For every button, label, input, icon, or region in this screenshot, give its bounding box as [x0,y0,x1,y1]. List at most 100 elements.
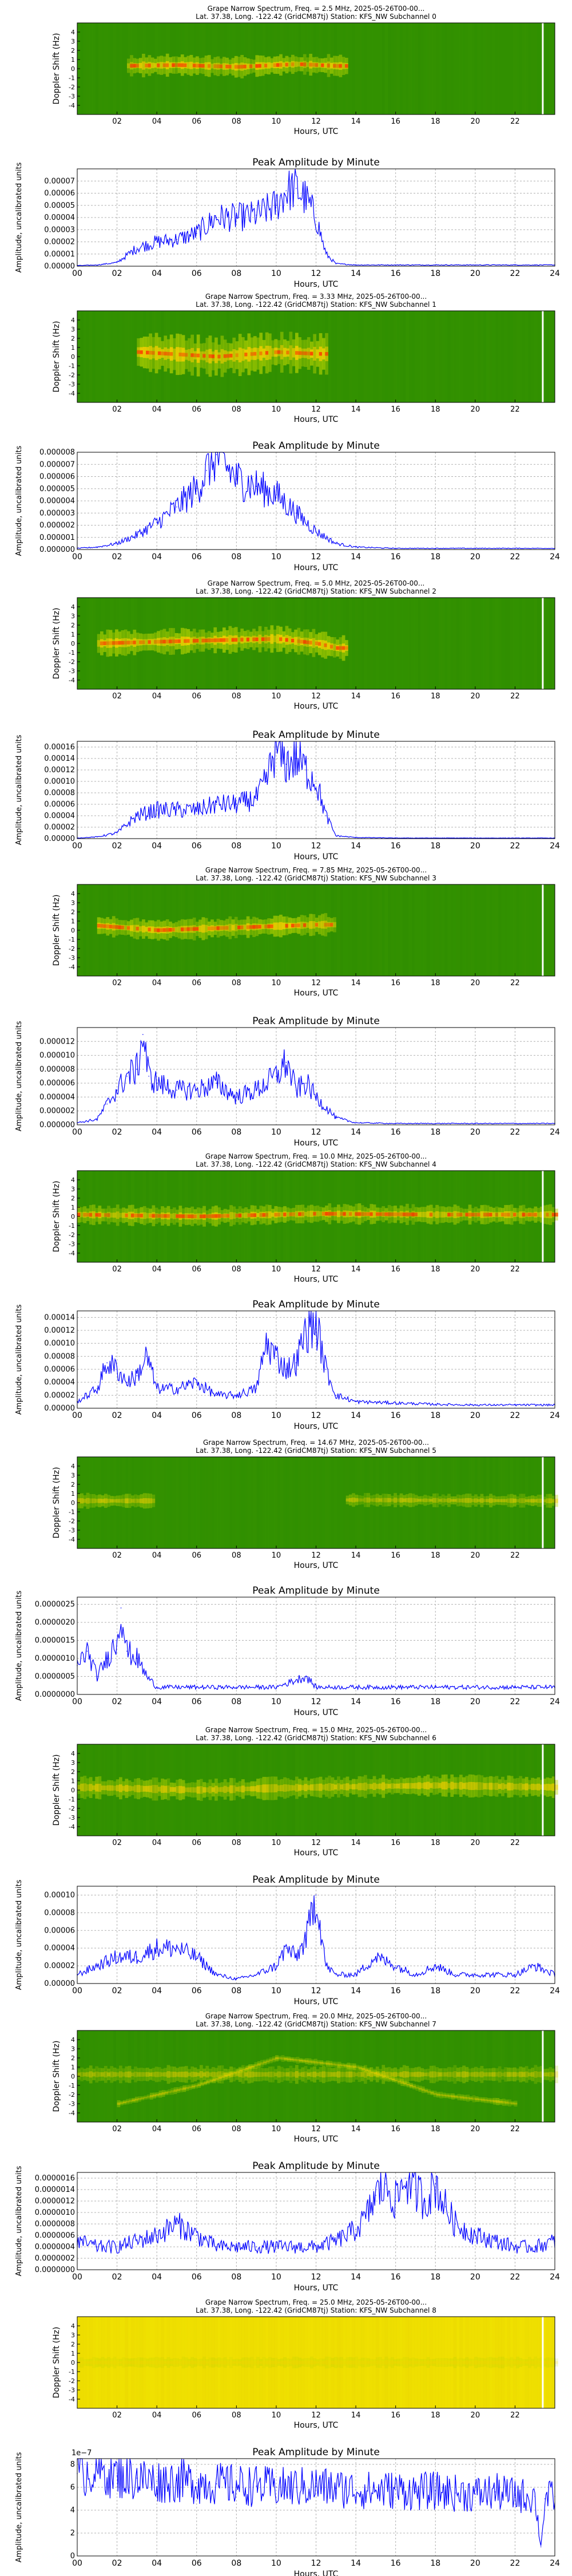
spectrogram-noise [456,2030,460,2122]
spectrogram-band-core [202,2360,206,2365]
spectrogram-band-core [237,637,241,643]
spectrogram-band [165,2090,168,2095]
amplitude-data-point [395,837,396,839]
x-tick-label: 22 [510,1128,521,1137]
spectrogram-noise [364,598,367,689]
spectrogram-band [501,2069,505,2080]
amplitude-data-point [156,1947,157,1949]
spectrogram-noise [504,2030,507,2122]
spectrogram-band [372,2068,376,2080]
spectrogram-noise [370,884,374,976]
spectrogram-noise [101,2317,105,2408]
spectrogram-noise [522,884,526,976]
spectrogram-noise [113,1744,117,1836]
spectrogram-band-core [225,637,229,644]
spectrogram-band-core [98,2072,102,2077]
spectrogram-band [292,2356,296,2369]
spectrogram-band [371,2070,374,2075]
spectrogram-band [80,1776,84,1798]
spectrogram-band-peak [181,1214,185,1218]
spectrogram-noise [86,23,90,114]
spectrogram-noise [152,1744,156,1836]
spectrogram-band-core [355,2360,359,2365]
spectrogram-noise [501,1744,505,1836]
spectrogram-band-core [100,923,104,929]
spectrogram-band [360,2068,364,2081]
spectrogram-band [321,2065,325,2084]
spectrogram-noise [352,23,355,114]
spectrogram-panel: Grape Narrow Spectrum, Freq. = 14.67 MHz… [52,1439,558,1570]
spectrogram-band-peak [109,641,113,645]
amplitude-data-point [494,2241,496,2242]
spectrogram-band [408,1777,412,1795]
spectrogram-band [435,2067,439,2082]
spectrogram-band-core [134,1498,137,1503]
spectrogram-band-core [319,2361,323,2364]
spectrogram-noise [130,311,134,402]
y-axis-label: Amplitude, uncalibrated units [15,1021,23,1131]
spectrogram-band [388,2076,392,2081]
spectrogram-noise [193,1744,197,1836]
spectrogram-band [286,1207,290,1222]
spectrogram-band-core [481,2099,484,2101]
spectrogram-band-peak [319,352,323,356]
spectrogram-band-core [290,2059,293,2061]
x-tick-label: 12 [311,1551,321,1560]
spectrogram-band-core [390,1783,394,1789]
spectrogram-band-core [169,1214,173,1219]
spectrogram-band-core [333,1211,337,1216]
spectrogram-noise [492,598,496,689]
spectrogram-noise [456,311,460,402]
spectrogram-band [219,2075,222,2081]
spectrogram-noise [462,1457,466,1548]
spectrogram-band-core [447,1498,451,1503]
spectrogram-noise [477,311,481,402]
spectrogram-band-core [420,2361,424,2364]
spectrogram-band-core [92,2360,96,2365]
spectrogram-band [384,1779,388,1794]
spectrogram-band [238,1781,242,1797]
spectrogram-band [239,2068,243,2073]
spectrogram-noise [406,1171,409,1262]
spectrogram-band [295,1204,299,1224]
spectrogram-band-core [140,1785,144,1792]
spectrogram-band [157,2357,161,2368]
spectrogram-band-core [543,1784,546,1791]
x-tick-label: 20 [471,1839,480,1847]
spectrogram-band-core [356,2066,359,2068]
spectrogram-band-core [77,2072,81,2076]
spectrogram-band-core [228,923,232,932]
spectrogram-band-core [438,1783,442,1788]
spectrogram-noise [480,884,484,976]
amplitude-data-point [395,1965,396,1966]
spectrogram-band-core [280,2361,284,2364]
x-tick-label: 22 [510,1265,520,1274]
spectrogram-band-core [95,1784,99,1792]
spectrogram-noise [188,2030,191,2122]
spectrogram-noise [152,2317,156,2408]
spectrogram-noise [321,2317,325,2408]
spectrogram-band [391,2077,395,2083]
spectrogram-band-core [289,1212,293,1216]
spectrogram-band-core [396,2072,400,2077]
spectrogram-noise [226,1457,230,1548]
spectrogram-noise [89,23,93,114]
amplitude-data-point [315,2246,317,2247]
spectrogram-noise [295,2317,299,2408]
amplitude-data-point [142,1034,144,1035]
x-axis-label: Hours, UTC [294,127,339,136]
spectrogram-band-core [198,925,202,933]
spectrogram-band-core [190,2071,194,2077]
spectrogram-noise [128,23,132,114]
spectrogram-band-core [379,2360,382,2365]
spectrogram-band-core [319,1211,323,1216]
spectrogram-band [331,1777,335,1797]
spectrogram-band-core [447,2072,451,2077]
spectrogram-noise [510,1171,514,1262]
spectrogram-band [367,2068,371,2075]
spectrogram-band [444,1495,448,1506]
spectrogram-band-core [406,2071,409,2078]
spectrogram-band-peak [164,351,168,355]
spectrogram-band-core [379,2072,382,2077]
x-tick-label: 18 [430,1128,440,1137]
